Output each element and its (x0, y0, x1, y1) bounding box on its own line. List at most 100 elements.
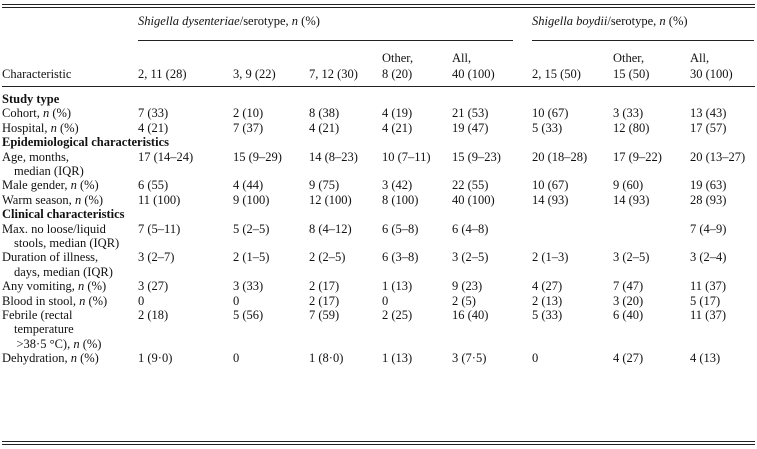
table-cell: 1 (8·0) (309, 351, 344, 366)
column-header: 15 (50) (613, 67, 650, 81)
group-header-dysenteriae: Shigella dysenteriae/serotype, n (%) (138, 14, 320, 28)
header-rule (2, 86, 755, 87)
row-label-continued: temperature (14, 322, 74, 337)
table-cell: 2 (1–5) (233, 250, 270, 265)
table-cell: 4 (19) (382, 106, 413, 121)
section-title: Study type (2, 92, 60, 106)
table-cell: 4 (13) (690, 351, 721, 366)
row-label: Male gender, n (%) (2, 178, 99, 193)
table-cell: 9 (100) (233, 192, 270, 207)
table-cell: 8 (100) (382, 192, 419, 207)
group-rule-boydii (532, 40, 754, 41)
table-cell: 12 (100) (309, 192, 352, 207)
table-cell: 1 (9·0) (138, 351, 173, 366)
table-cell: 6 (55) (138, 178, 169, 193)
table-cell: 5 (33) (532, 120, 563, 135)
row-label: Warm season, n (%) (2, 192, 104, 207)
table-cell: 11 (100) (138, 192, 181, 207)
table-cell: 13 (43) (690, 106, 727, 121)
table-cell: 4 (44) (233, 178, 264, 193)
table-cell: 21 (53) (452, 106, 489, 121)
table-cell: 14 (93) (532, 192, 569, 207)
table-cell: 19 (63) (690, 178, 727, 193)
row-label: Duration of illness, (2, 250, 99, 265)
table-cell: 10 (7–11) (382, 149, 431, 164)
table-cell: 22 (55) (452, 178, 489, 193)
column-header: 30 (100) (690, 67, 733, 81)
column-header-line1: All, (690, 51, 710, 65)
table-cell: 7 (4–9) (690, 221, 727, 236)
table-cell: 7 (47) (613, 279, 644, 294)
table-cell: 17 (57) (690, 120, 727, 135)
column-header-line1: All, (452, 51, 472, 65)
table-cell: 0 (382, 293, 389, 308)
table-cell: 2 (17) (309, 279, 340, 294)
column-header: 2, 11 (28) (138, 67, 187, 81)
table-cell: 4 (21) (309, 120, 340, 135)
table-cell: 2 (17) (309, 293, 340, 308)
table-cell: 12 (80) (613, 120, 650, 135)
row-label-continued: stools, median (IQR) (14, 236, 120, 250)
column-header-line1: Other, (613, 51, 645, 65)
table-cell: 8 (4–12) (309, 221, 352, 236)
table-cell: 3 (2–5) (452, 250, 489, 265)
characteristic-header: Characteristic (2, 67, 72, 81)
table-cell: 4 (27) (532, 279, 563, 294)
table-cell: 3 (33) (613, 106, 644, 121)
table-cell: 5 (56) (233, 308, 264, 322)
table-cell: 2 (10) (233, 106, 264, 121)
table-cell: 2 (2–5) (309, 250, 346, 265)
table-cell: 7 (33) (138, 106, 169, 121)
table-cell: 6 (40) (613, 308, 644, 322)
row-label: >38·5 °C), n (%) (14, 336, 102, 351)
table-cell: 20 (13–27) (690, 149, 746, 164)
table-cell: 3 (20) (613, 293, 644, 308)
table-cell: 9 (75) (309, 178, 340, 193)
bottom-rule-1 (2, 441, 755, 442)
table-cell: 3 (42) (382, 178, 413, 193)
bottom-rule-2 (2, 444, 755, 445)
table-cell: 10 (67) (532, 178, 569, 193)
column-header: 2, 15 (50) (532, 67, 581, 81)
row-label: Any vomiting, n (%) (2, 279, 107, 294)
row-label-continued: days, median (IQR) (14, 264, 113, 279)
column-header-line1: Other, (382, 51, 414, 65)
table-cell: 28 (93) (690, 192, 727, 207)
table-cell: 15 (9–23) (452, 149, 501, 164)
table-cell: 7 (5–11) (138, 221, 181, 236)
row-label: Cohort, n (%) (2, 106, 72, 121)
table-cell: 0 (233, 351, 240, 366)
table-cell: 14 (8–23) (309, 149, 358, 164)
table-cell: 6 (3–8) (382, 250, 419, 265)
table-cell: 4 (21) (382, 120, 413, 135)
row-label-continued: median (IQR) (14, 164, 84, 178)
table-cell: 17 (9–22) (613, 149, 662, 164)
table-cell: 14 (93) (613, 192, 650, 207)
table-cell: 1 (13) (382, 351, 413, 366)
table-cell: 4 (27) (613, 351, 644, 366)
table-cell: 3 (2–4) (690, 250, 727, 265)
table-cell: 11 (37) (690, 279, 726, 294)
table-cell: 2 (5) (452, 293, 476, 308)
table-cell: 0 (233, 293, 240, 308)
table-cell: 17 (14–24) (138, 149, 194, 164)
table-cell: 3 (33) (233, 279, 264, 294)
table-cell: 7 (59) (309, 308, 340, 322)
row-label: Febrile (rectal (2, 308, 73, 322)
group-rule-dysenteriae (138, 40, 513, 41)
table-cell: 40 (100) (452, 192, 495, 207)
table-cell: 6 (4–8) (452, 221, 489, 236)
table-cell: 5 (17) (690, 293, 721, 308)
row-label: Hospital, n (%) (2, 120, 79, 135)
table-cell: 7 (37) (233, 120, 264, 135)
table-cell: 5 (33) (532, 308, 563, 322)
table-cell: 3 (2–7) (138, 250, 175, 265)
table-cell: 10 (67) (532, 106, 569, 121)
row-label: Age, months, (2, 149, 70, 164)
row-label: Dehydration, n (%) (2, 351, 99, 366)
section-title: Clinical characteristics (2, 207, 125, 222)
table-cell: 2 (18) (138, 308, 169, 322)
top-rule-2 (2, 7, 755, 8)
table-cell: 0 (532, 351, 539, 366)
table-cell: 2 (13) (532, 293, 563, 308)
